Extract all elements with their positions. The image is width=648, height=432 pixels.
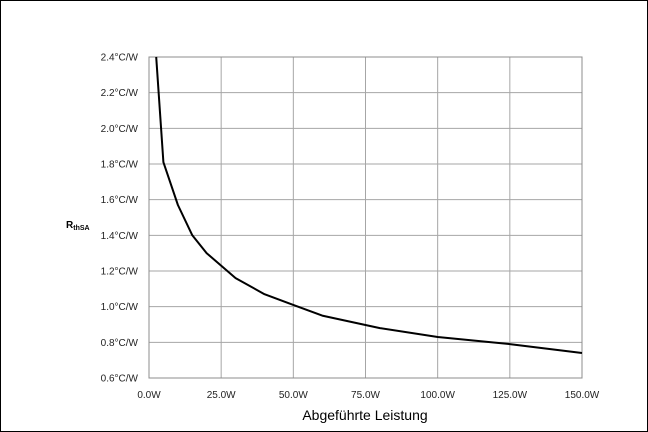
y-tick-label: 0.6°C/W xyxy=(101,374,139,385)
y-tick-label: 1.8°C/W xyxy=(101,160,139,171)
y-tick-label: 1.0°C/W xyxy=(101,302,139,313)
series-line xyxy=(155,56,583,354)
plot-area-border xyxy=(148,56,583,379)
y-tick-label: 2.2°C/W xyxy=(101,88,139,99)
y-tick-label: 1.2°C/W xyxy=(101,267,139,278)
x-tick-label: 0.0W xyxy=(137,390,161,401)
x-tick-label: 25.0W xyxy=(207,390,236,401)
x-tick-label: 75.0W xyxy=(351,390,380,401)
y-tick-label: 2.4°C/W xyxy=(101,53,139,64)
y-tick-label: 0.8°C/W xyxy=(101,338,139,349)
series xyxy=(155,56,583,354)
x-tick-label: 100.0W xyxy=(420,390,455,401)
x-tick-label: 125.0W xyxy=(493,390,528,401)
y-tick-label: 2.0°C/W xyxy=(101,124,139,135)
y-tick-label: 1.6°C/W xyxy=(101,195,139,206)
tick-labels: 0.6°C/W 0.8°C/W 1.0°C/W 1.2°C/W 1.4°C/W 1.6°C… xyxy=(101,53,600,402)
x-tick-label: 50.0W xyxy=(279,390,308,401)
x-tick-label: 150.0W xyxy=(565,390,600,401)
y-axis-label-sub: thSA xyxy=(73,225,89,232)
grid xyxy=(148,56,583,379)
y-tick-label: 1.4°C/W xyxy=(101,231,139,242)
y-axis-label-main: R xyxy=(66,220,74,231)
x-axis-label: Abgeführte Leistung xyxy=(302,407,427,423)
y-axis-label: RthSA xyxy=(66,220,90,232)
